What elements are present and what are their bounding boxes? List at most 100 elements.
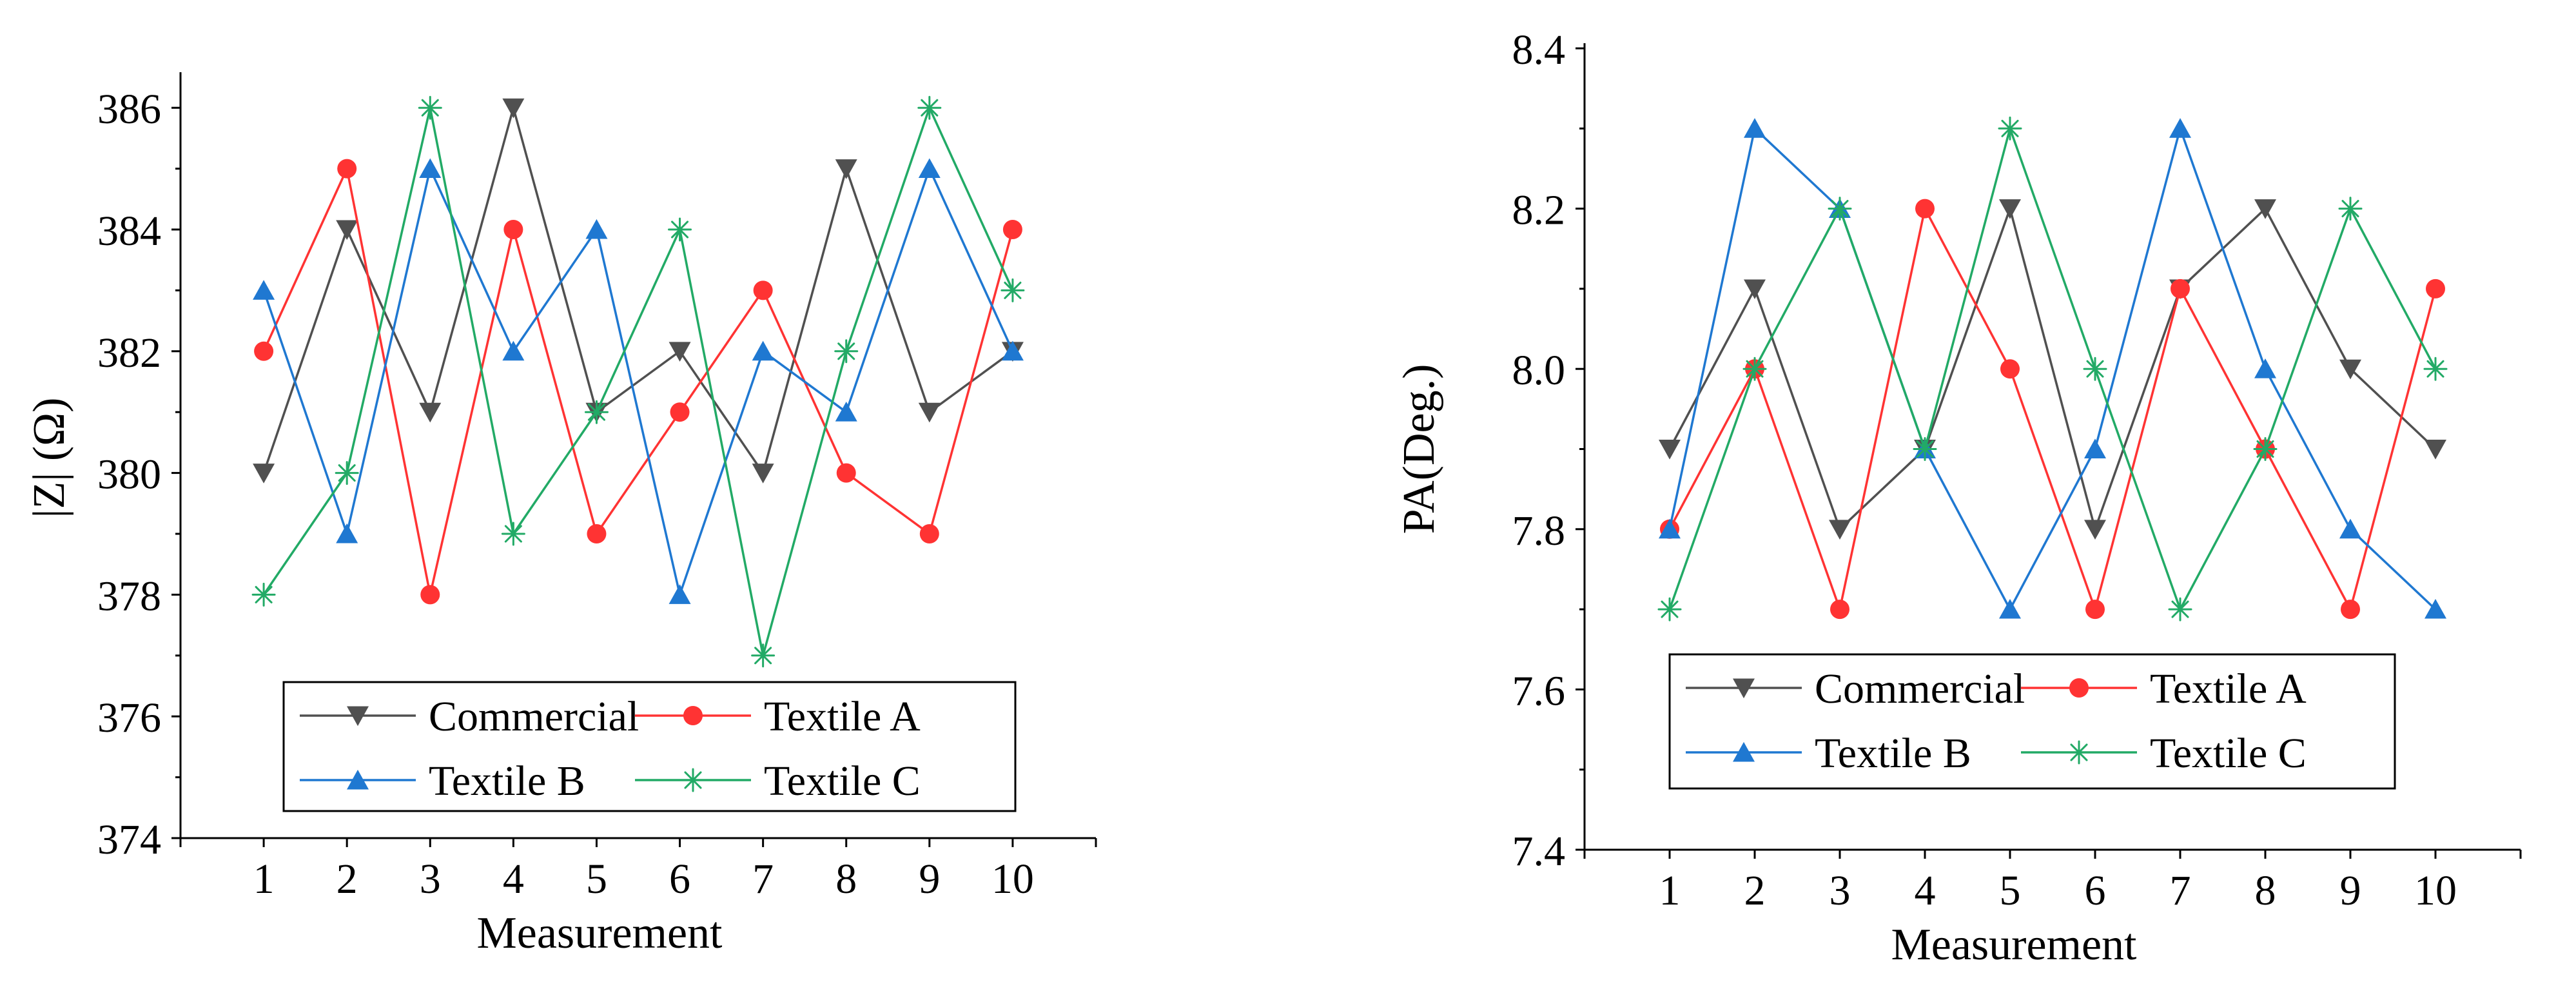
impedance-data-point [585,219,608,239]
phase-angle-data-point [1913,437,1937,461]
phase-angle-data-point [1829,520,1851,540]
impedance-x-tick-label: 3 [420,856,441,903]
phase-angle-data-point [2254,358,2276,378]
impedance-series-line [262,164,1014,595]
impedance-x-tick-label: 2 [337,856,358,903]
phase-angle-data-point [2085,600,2105,620]
phase-angle-data-point-stroke [1661,600,1679,618]
phase-angle-x-tick-label: 4 [1915,867,1936,914]
impedance-data-point-stroke [338,464,356,482]
impedance-y-tick-label: 384 [97,208,161,255]
phase-angle-legend-marker-stroke [2070,743,2088,761]
impedance-y-axis-label: |Z| (Ω) [24,398,74,518]
impedance-data-point [254,341,274,361]
impedance-x-tick-label: 1 [253,856,275,903]
impedance-legend-label: Textile A [764,693,921,740]
phase-angle-x-tick-label: 3 [1830,867,1851,914]
impedance-y-tick-label: 376 [97,694,161,741]
impedance-data-point [420,585,440,605]
phase-angle-data-point [1742,357,1767,381]
phase-angle-data-point [2253,437,2278,461]
impedance-data-point [502,340,525,361]
phase-angle-data-point [1999,199,2021,219]
phase-angle-legend-label: Textile B [1815,730,1971,777]
impedance-data-point [668,342,691,362]
impedance-legend-label: Textile C [764,758,921,805]
phase-angle-legend-marker [2069,678,2089,698]
phase-angle-data-point [2171,279,2190,298]
impedance-series-line [262,104,1014,656]
impedance-series-line [262,103,1013,476]
impedance-x-tick-label: 9 [919,856,940,903]
phase-angle-x-tick-label: 9 [2340,867,2361,914]
impedance-data-point-stroke [255,585,273,603]
phase-angle-x-tick-label: 7 [2170,867,2191,914]
impedance-x-tick-label: 6 [669,856,690,903]
phase-angle-series-textile-c [1657,116,2448,621]
phase-angle-legend-label: Commercial [1815,665,2025,712]
phase-angle-data-point-stroke [2341,200,2359,218]
phase-angle-x-tick-label: 8 [2255,867,2276,914]
phase-angle-y-tick-label: 8.0 [1512,347,1566,394]
impedance-legend-label: Commercial [429,693,639,740]
phase-angle-series-textile-a [1660,199,2445,620]
phase-angle-data-point-stroke [2171,600,2189,618]
phase-angle-data-point [1657,597,1682,621]
phase-angle-data-point [1830,600,1849,620]
impedance-data-point [336,220,358,240]
phase-angle-y-tick-label: 7.4 [1512,828,1566,875]
impedance-data-point [751,643,776,668]
phase-angle-data-point [2339,359,2361,380]
impedance-data-point [752,464,774,484]
phase-angle-legend-marker [1733,678,1755,699]
impedance-data-point-stroke [504,525,522,543]
phase-angle-legend-marker [2067,740,2091,765]
phase-angle-data-point [2254,199,2276,219]
phase-angle-data-point [2084,438,2106,458]
impedance-data-point [918,402,941,423]
phase-angle-legend-label: Textile A [2150,665,2307,712]
phase-angle-series-line [1668,204,2437,533]
impedance-data-point [668,217,692,242]
impedance-x-tick-label: 7 [752,856,774,903]
impedance-legend-marker-stroke [684,771,702,789]
phase-angle-data-point [2168,597,2192,621]
phase-angle-data-point-stroke [2426,360,2444,378]
impedance-series-textile-b [253,158,1024,604]
impedance-data-point [752,340,774,361]
impedance-data-point [502,98,525,119]
phase-angle-data-point-stroke [1831,200,1849,218]
phase-angle-data-point [1828,197,1852,221]
impedance-data-point [834,339,859,364]
phase-angle-legend-marker [1733,741,1755,762]
impedance-data-point [670,402,690,422]
impedance-x-tick-label: 8 [835,856,857,903]
impedance-y-tick-label: 386 [97,86,161,133]
phase-angle-x-tick-label: 10 [2414,867,2457,914]
impedance-data-point [835,402,857,422]
impedance-y-tick-label: 380 [97,451,161,498]
impedance-data-point [1000,278,1025,302]
impedance-x-tick-label: 10 [991,856,1034,903]
phase-angle-data-point [1659,518,1681,539]
impedance-data-point [418,95,442,120]
impedance-x-tick-label: 4 [503,856,524,903]
phase-angle-data-point [1659,440,1681,460]
phase-angle-x-axis-label: Measurement [1891,920,2138,970]
impedance-x-tick-label: 5 [586,856,607,903]
impedance-legend-marker [347,706,369,727]
phase-angle-data-point-stroke [2256,440,2274,458]
phase-angle-y-tick-label: 8.4 [1512,26,1566,73]
phase-angle-data-point [1744,279,1766,300]
phase-angle-data-point [2425,440,2446,460]
phase-angle-data-point [2339,518,2361,539]
impedance-data-point-stroke [921,99,939,117]
impedance-series-commercial [253,98,1024,484]
impedance-data-point-stroke [1004,281,1022,299]
phase-angle-data-point [2338,197,2363,221]
phase-angle-legend [1668,653,2396,790]
phase-angle-data-point-stroke [2086,360,2104,378]
phase-angle-y-tick-label: 7.8 [1512,507,1566,554]
phase-angle-data-point [2169,118,2191,138]
